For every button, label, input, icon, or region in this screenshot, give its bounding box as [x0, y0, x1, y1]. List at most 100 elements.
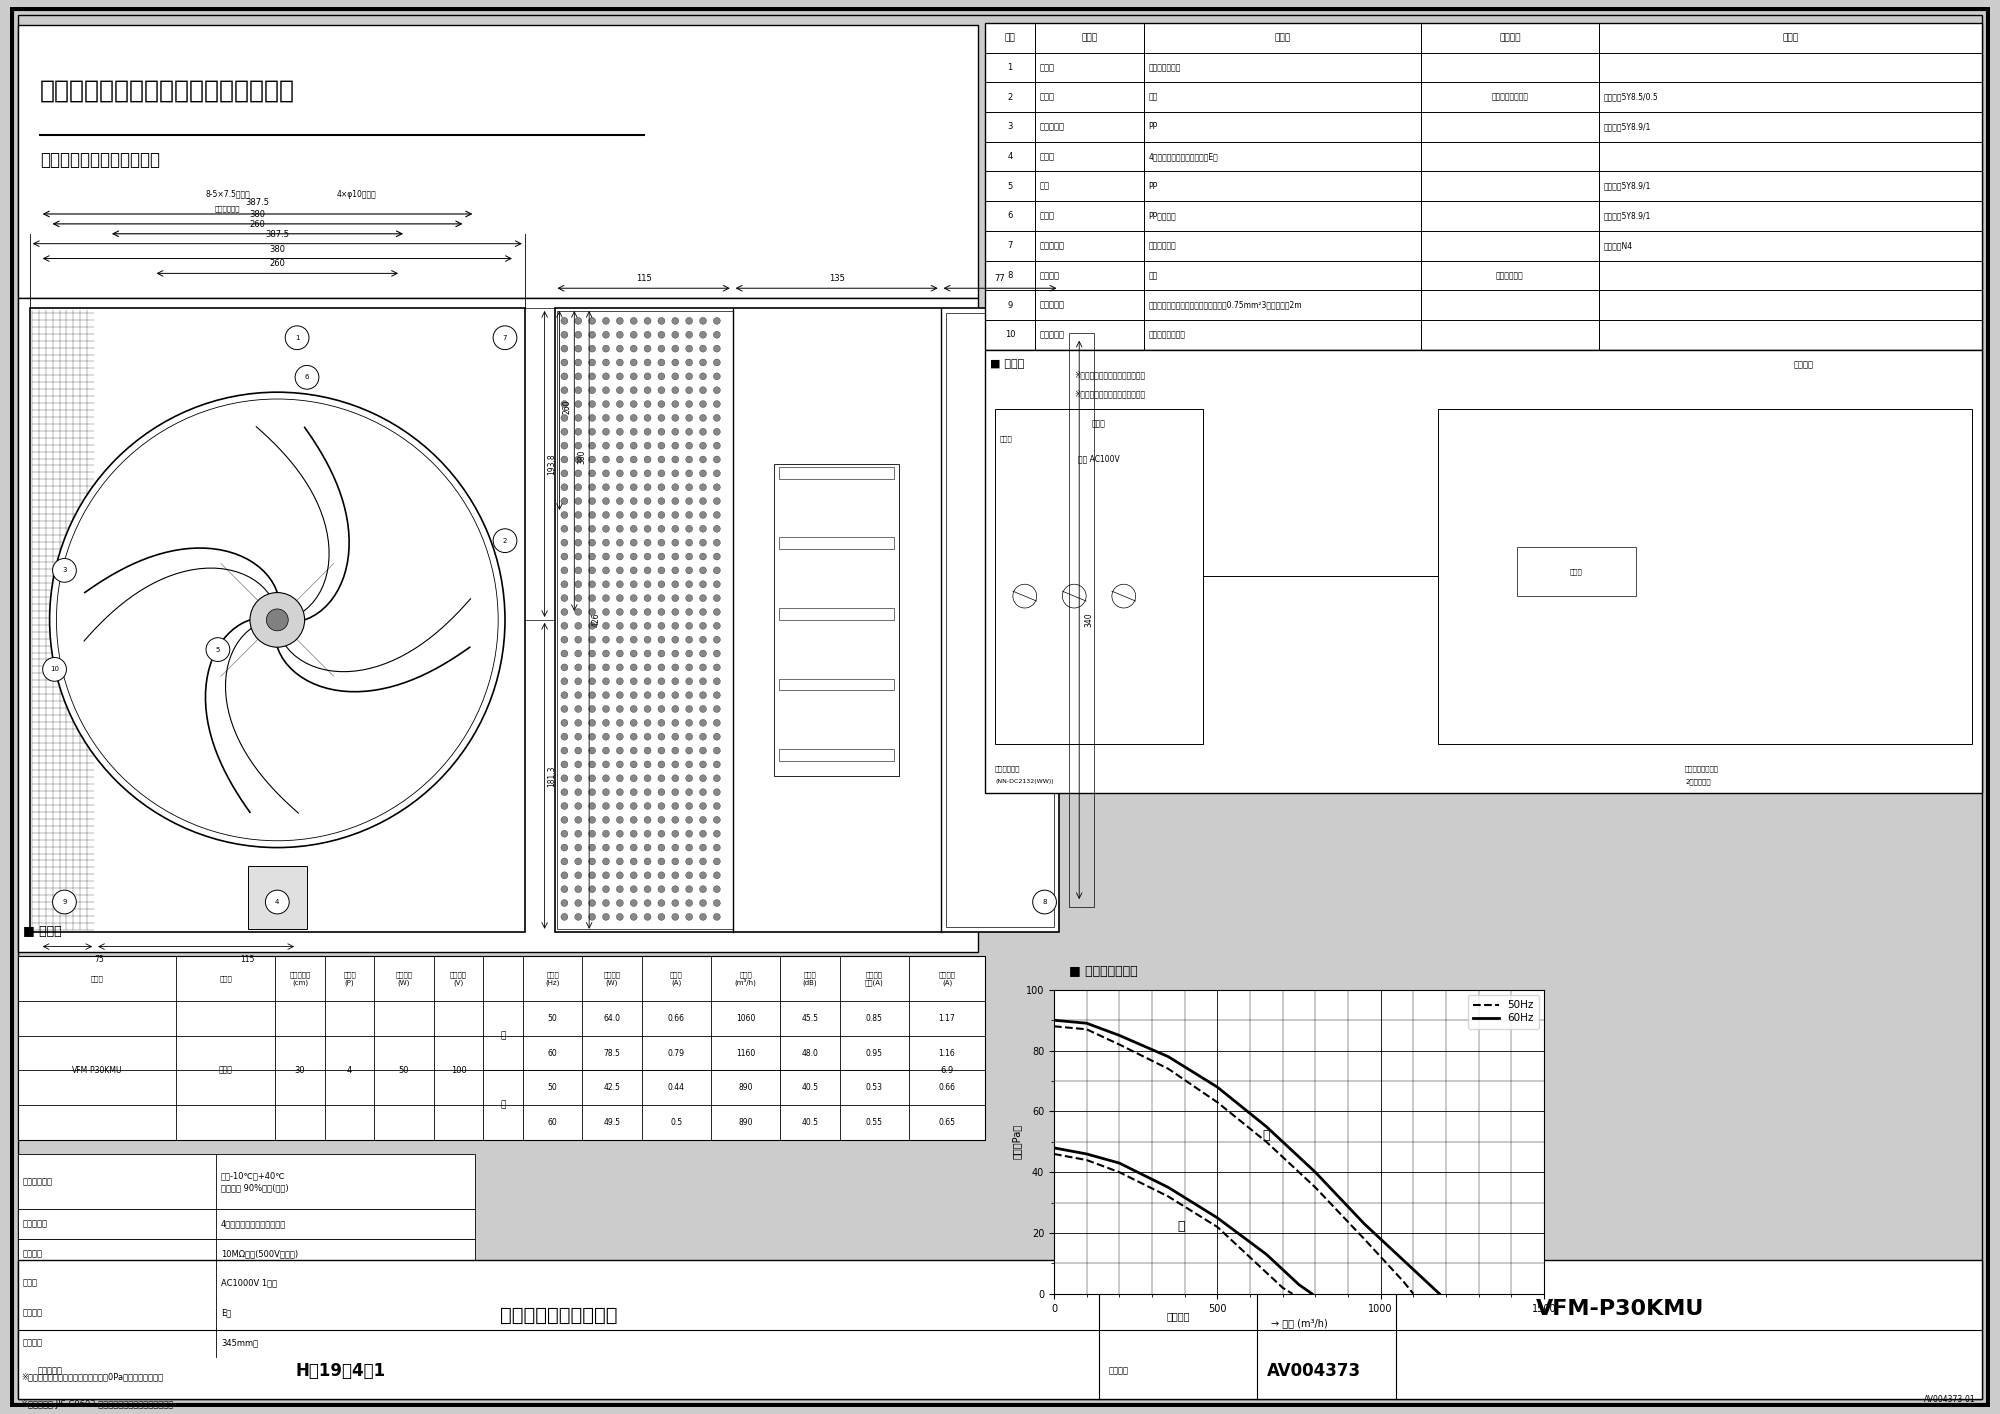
Circle shape: [658, 553, 664, 560]
Circle shape: [574, 457, 582, 462]
Circle shape: [616, 457, 624, 462]
Circle shape: [714, 665, 720, 670]
Circle shape: [644, 885, 652, 892]
Circle shape: [686, 913, 692, 921]
Circle shape: [686, 830, 692, 837]
Text: 75: 75: [94, 954, 104, 963]
Text: 作成年月日: 作成年月日: [38, 1367, 62, 1376]
Circle shape: [714, 387, 720, 393]
Bar: [558, 311, 732, 929]
Circle shape: [574, 677, 582, 684]
Text: 弱: 弱: [500, 1100, 506, 1110]
Circle shape: [644, 443, 652, 450]
Circle shape: [560, 899, 568, 906]
Text: 0.66: 0.66: [938, 1083, 956, 1092]
Text: 10MΩ以上(500Vメガー): 10MΩ以上(500Vメガー): [220, 1249, 298, 1258]
Circle shape: [700, 443, 706, 450]
Text: 193.8: 193.8: [548, 452, 556, 475]
Circle shape: [686, 428, 692, 436]
Circle shape: [686, 775, 692, 782]
Circle shape: [644, 484, 652, 491]
Bar: [780, 749, 894, 761]
Circle shape: [672, 595, 678, 601]
Circle shape: [560, 803, 568, 809]
Circle shape: [658, 622, 664, 629]
Bar: [18, 1239, 476, 1268]
Circle shape: [560, 650, 568, 658]
Text: ※必ず接地工事をしてください。: ※必ず接地工事をしてください。: [1074, 390, 1146, 399]
Circle shape: [644, 677, 652, 684]
Circle shape: [560, 484, 568, 491]
Circle shape: [700, 775, 706, 782]
60Hz: [1206, 1079, 1230, 1096]
Circle shape: [560, 512, 568, 519]
Circle shape: [644, 469, 652, 477]
Text: 4極コンデンサ誘導電動機　E種: 4極コンデンサ誘導電動機 E種: [1148, 153, 1218, 161]
Text: 耐熱ビニールキャブタイヤケーブル（0.75mm²3芯）有効長2m: 耐熱ビニールキャブタイヤケーブル（0.75mm²3芯）有効長2m: [1148, 301, 1302, 310]
Circle shape: [672, 469, 678, 477]
Circle shape: [700, 373, 706, 380]
Bar: [996, 409, 1202, 744]
Circle shape: [700, 720, 706, 727]
Circle shape: [560, 720, 568, 727]
Circle shape: [714, 539, 720, 546]
Circle shape: [574, 706, 582, 713]
Circle shape: [700, 789, 706, 796]
Text: 0.95: 0.95: [866, 1049, 882, 1058]
Circle shape: [714, 872, 720, 878]
Circle shape: [714, 345, 720, 352]
Text: 電動機形式: 電動機形式: [22, 1219, 48, 1229]
Text: 380: 380: [270, 245, 286, 253]
Text: 部品名: 部品名: [1082, 34, 1098, 42]
Circle shape: [616, 775, 624, 782]
Circle shape: [700, 539, 706, 546]
Circle shape: [714, 913, 720, 921]
Circle shape: [658, 512, 664, 519]
Circle shape: [588, 553, 596, 560]
Circle shape: [560, 345, 568, 352]
Circle shape: [574, 858, 582, 865]
Circle shape: [588, 872, 596, 878]
Text: 亜鉛メッキ鋼板: 亜鉛メッキ鋼板: [1148, 64, 1180, 72]
Circle shape: [616, 414, 624, 421]
Text: 専用スイッチ: 専用スイッチ: [996, 765, 1020, 772]
Circle shape: [644, 899, 652, 906]
Circle shape: [560, 567, 568, 574]
Circle shape: [686, 844, 692, 851]
Text: マンセル5Y8.9/1: マンセル5Y8.9/1: [1604, 182, 1652, 191]
Circle shape: [672, 665, 678, 670]
Circle shape: [560, 775, 568, 782]
Circle shape: [1032, 891, 1056, 913]
Circle shape: [644, 775, 652, 782]
Circle shape: [616, 512, 624, 519]
Text: 50: 50: [548, 1014, 558, 1022]
Circle shape: [686, 400, 692, 407]
Circle shape: [602, 747, 610, 754]
Text: 複数台運転の場合: 複数台運転の場合: [1686, 765, 1720, 772]
Circle shape: [686, 567, 692, 574]
Circle shape: [588, 373, 596, 380]
Circle shape: [714, 498, 720, 505]
Bar: [18, 1209, 476, 1239]
Circle shape: [686, 414, 692, 421]
Text: ■ 結線図: ■ 結線図: [990, 359, 1024, 369]
Circle shape: [700, 414, 706, 421]
Circle shape: [644, 830, 652, 837]
Circle shape: [700, 498, 706, 505]
Circle shape: [714, 526, 720, 532]
Circle shape: [560, 595, 568, 601]
Circle shape: [686, 734, 692, 740]
Circle shape: [574, 720, 582, 727]
Circle shape: [672, 830, 678, 837]
Circle shape: [602, 622, 610, 629]
Circle shape: [630, 428, 638, 436]
Circle shape: [714, 761, 720, 768]
Circle shape: [686, 747, 692, 754]
Text: 426: 426: [592, 612, 602, 628]
Circle shape: [266, 609, 288, 631]
Circle shape: [630, 553, 638, 560]
Circle shape: [700, 457, 706, 462]
Circle shape: [588, 331, 596, 338]
Circle shape: [574, 345, 582, 352]
Circle shape: [630, 775, 638, 782]
